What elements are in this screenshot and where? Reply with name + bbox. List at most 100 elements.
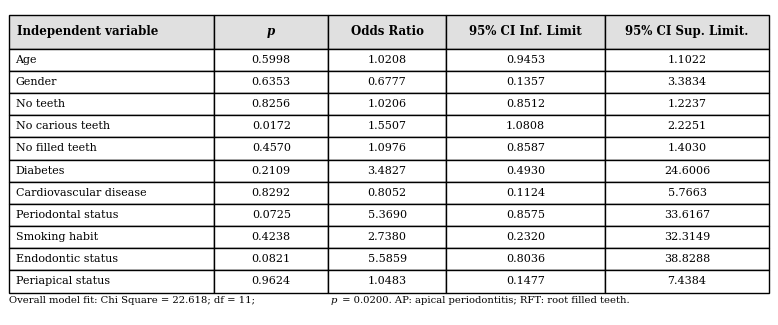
Bar <box>446 226 605 248</box>
Bar <box>215 115 328 137</box>
Bar <box>9 204 215 226</box>
Text: 7.4384: 7.4384 <box>668 277 706 286</box>
Text: 1.0208: 1.0208 <box>367 55 407 65</box>
Bar <box>328 15 446 49</box>
Bar <box>605 137 769 160</box>
Text: 0.8292: 0.8292 <box>252 188 291 198</box>
Bar <box>605 115 769 137</box>
Bar <box>605 93 769 115</box>
Text: 32.3149: 32.3149 <box>664 232 710 242</box>
Text: Periapical status: Periapical status <box>16 277 110 286</box>
Text: Diabetes: Diabetes <box>16 166 65 176</box>
Text: 1.1022: 1.1022 <box>668 55 706 65</box>
Text: 0.4570: 0.4570 <box>252 143 291 153</box>
Text: 0.8256: 0.8256 <box>252 99 291 109</box>
Bar <box>446 248 605 270</box>
Text: 1.0976: 1.0976 <box>367 143 407 153</box>
Text: Periodontal status: Periodontal status <box>16 210 118 220</box>
Text: Gender: Gender <box>16 77 57 87</box>
Text: 0.0725: 0.0725 <box>252 210 291 220</box>
Bar <box>328 226 446 248</box>
Text: 1.2237: 1.2237 <box>668 99 706 109</box>
Bar <box>605 160 769 182</box>
Bar <box>446 15 605 49</box>
Bar <box>215 160 328 182</box>
Bar <box>328 182 446 204</box>
Bar <box>605 49 769 71</box>
Bar <box>328 137 446 160</box>
Bar <box>9 15 215 49</box>
Text: 2.2251: 2.2251 <box>668 121 706 131</box>
Bar <box>9 182 215 204</box>
Text: 3.3834: 3.3834 <box>668 77 706 87</box>
Text: Odds Ratio: Odds Ratio <box>351 25 423 38</box>
Text: 0.2109: 0.2109 <box>252 166 291 176</box>
Text: 0.6353: 0.6353 <box>252 77 291 87</box>
Text: 3.4827: 3.4827 <box>367 166 407 176</box>
Text: p: p <box>267 25 275 38</box>
Bar <box>446 270 605 292</box>
Bar <box>328 49 446 71</box>
Text: 0.6777: 0.6777 <box>368 77 406 87</box>
Bar <box>215 248 328 270</box>
Text: 0.5998: 0.5998 <box>252 55 291 65</box>
Text: Age: Age <box>16 55 37 65</box>
Bar <box>215 137 328 160</box>
Bar <box>605 182 769 204</box>
Bar <box>446 93 605 115</box>
Text: 1.0808: 1.0808 <box>506 121 545 131</box>
Text: 0.8512: 0.8512 <box>506 99 545 109</box>
Bar <box>328 204 446 226</box>
Bar <box>9 115 215 137</box>
Bar <box>215 15 328 49</box>
Text: 5.7663: 5.7663 <box>668 188 706 198</box>
Text: No carious teeth: No carious teeth <box>16 121 110 131</box>
Text: 1.4030: 1.4030 <box>668 143 706 153</box>
Text: 95% CI Sup. Limit.: 95% CI Sup. Limit. <box>626 25 748 38</box>
Bar <box>605 15 769 49</box>
Text: 0.9453: 0.9453 <box>506 55 545 65</box>
Bar <box>215 226 328 248</box>
Text: 0.0821: 0.0821 <box>252 254 291 264</box>
Text: = 0.0200. AP: apical periodontitis; RFT: root filled teeth.: = 0.0200. AP: apical periodontitis; RFT:… <box>339 296 629 306</box>
Text: p: p <box>331 296 337 306</box>
Bar <box>446 49 605 71</box>
Text: 2.7380: 2.7380 <box>367 232 407 242</box>
Bar <box>9 93 215 115</box>
Text: 0.4238: 0.4238 <box>252 232 291 242</box>
Bar <box>605 71 769 93</box>
Text: 1.0206: 1.0206 <box>367 99 407 109</box>
Bar <box>605 248 769 270</box>
Bar <box>446 204 605 226</box>
Text: 0.4930: 0.4930 <box>506 166 545 176</box>
Text: 5.3690: 5.3690 <box>367 210 407 220</box>
Bar <box>328 93 446 115</box>
Bar <box>9 137 215 160</box>
Text: 24.6006: 24.6006 <box>664 166 710 176</box>
Bar <box>446 137 605 160</box>
Bar <box>328 115 446 137</box>
Text: 0.1357: 0.1357 <box>506 77 545 87</box>
Bar <box>328 71 446 93</box>
Text: 95% CI Inf. Limit: 95% CI Inf. Limit <box>469 25 582 38</box>
Text: 0.2320: 0.2320 <box>506 232 545 242</box>
Bar <box>215 71 328 93</box>
Text: 0.1124: 0.1124 <box>506 188 545 198</box>
Text: Independent variable: Independent variable <box>17 25 159 38</box>
Bar <box>446 182 605 204</box>
Text: 0.8575: 0.8575 <box>506 210 545 220</box>
Bar <box>9 49 215 71</box>
Bar <box>446 160 605 182</box>
Text: 38.8288: 38.8288 <box>664 254 710 264</box>
Text: 0.0172: 0.0172 <box>252 121 291 131</box>
Bar <box>446 115 605 137</box>
Text: Endodontic status: Endodontic status <box>16 254 117 264</box>
Bar <box>215 93 328 115</box>
Bar <box>328 160 446 182</box>
Text: No filled teeth: No filled teeth <box>16 143 96 153</box>
Text: 0.8036: 0.8036 <box>506 254 545 264</box>
Bar <box>215 182 328 204</box>
Bar <box>215 204 328 226</box>
Text: 1.5507: 1.5507 <box>367 121 407 131</box>
Text: 5.5859: 5.5859 <box>367 254 407 264</box>
